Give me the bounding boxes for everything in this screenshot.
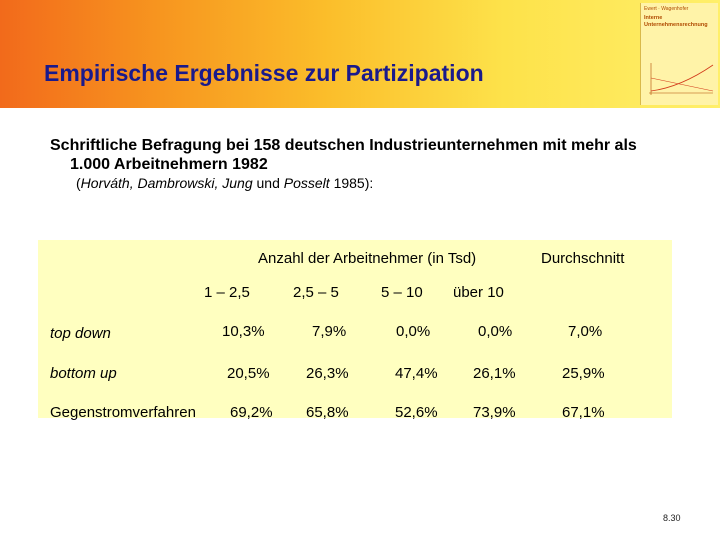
book-author: Ewert · Wagenhofer (644, 6, 689, 12)
table-cell: 7,9% (312, 323, 347, 340)
average-header: Durchschnitt (541, 250, 625, 267)
source-authors: Horváth, Dambrowski, Jung (80, 175, 253, 191)
source-and: und (256, 175, 280, 191)
table-cell: 10,3% (222, 323, 265, 340)
table-cell: 52,6% (395, 404, 438, 421)
slide-title: Empirische Ergebnisse zur Partizipation (44, 60, 484, 86)
table-cell-average: 7,0% (568, 323, 603, 340)
column-header: 5 – 10 (381, 284, 423, 301)
results-table (38, 240, 672, 418)
subtitle-line1: Schriftliche Befragung bei 158 deutschen… (50, 137, 637, 154)
book-title-line2: Unternehmensrechnung (644, 22, 708, 28)
table-cell: 26,3% (306, 365, 349, 382)
header-banner (0, 0, 720, 108)
book-cover-graphic (649, 63, 714, 95)
book-title-line1: Interne (644, 15, 663, 21)
table-cell: 0,0% (396, 323, 431, 340)
column-header: über 10 (453, 284, 504, 301)
row-label-top-down: top down (50, 325, 111, 342)
source-citation: (Horváth, Dambrowski, Jung und Posselt 1… (76, 175, 374, 191)
table-cell: 20,5% (227, 365, 270, 382)
table-cell: 69,2% (230, 404, 273, 421)
table-cell: 0,0% (478, 323, 513, 340)
row-label-gegenstromverfahren: Gegenstromverfahren (50, 404, 196, 421)
table-cell-average: 67,1% (562, 404, 605, 421)
subtitle-line2: 1.000 Arbeitnehmern 1982 (70, 156, 268, 173)
book-title: Interne Unternehmensrechnung (644, 15, 708, 29)
table-cell: 73,9% (473, 404, 516, 421)
row-label-bottom-up: bottom up (50, 365, 117, 382)
table-cell: 65,8% (306, 404, 349, 421)
table-cell: 26,1% (473, 365, 516, 382)
source-last-author: Posselt (283, 175, 330, 191)
source-year: 1985): (333, 175, 374, 191)
slide-subtitle: Schriftliche Befragung bei 158 deutschen… (50, 136, 718, 174)
group-header: Anzahl der Arbeitnehmer (in Tsd) (258, 250, 477, 267)
column-header: 1 – 2,5 (204, 284, 250, 301)
page-number: 8.30 (663, 513, 681, 523)
column-header: 2,5 – 5 (293, 284, 339, 301)
table-cell: 47,4% (395, 365, 438, 382)
book-cover-image: Ewert · Wagenhofer Interne Unternehmensr… (640, 3, 718, 105)
table-cell-average: 25,9% (562, 365, 605, 382)
